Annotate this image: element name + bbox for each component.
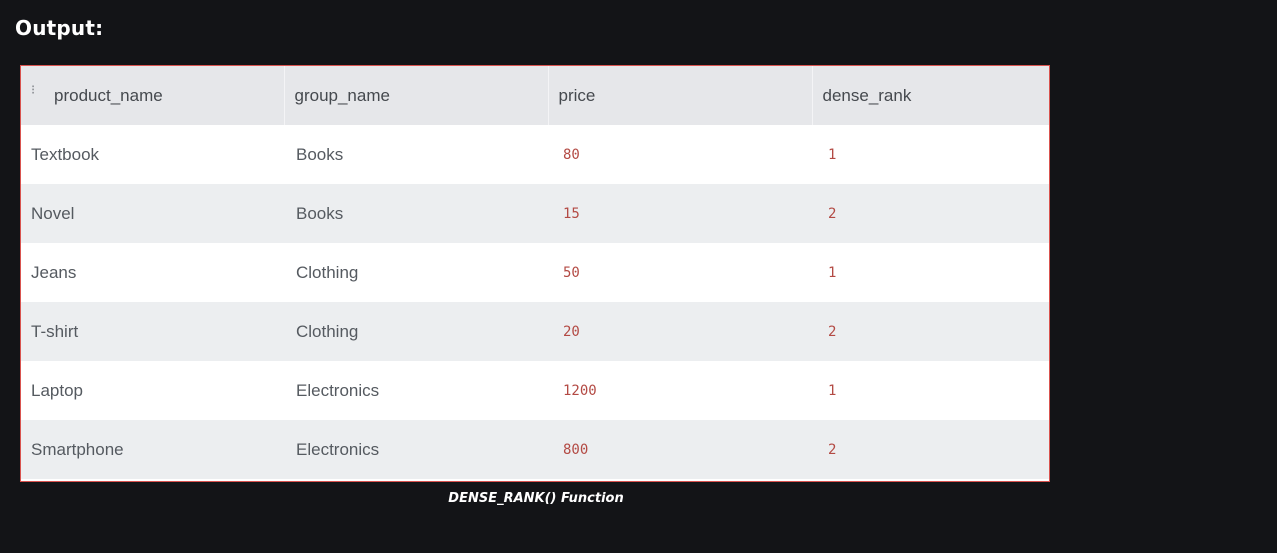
cell-product-name: Laptop bbox=[21, 361, 284, 420]
cell-dense-rank: 1 bbox=[812, 361, 1049, 420]
cell-group-name: Books bbox=[284, 184, 548, 243]
column-header-group-name[interactable]: group_name bbox=[284, 66, 549, 125]
cell-price: 1200 bbox=[548, 361, 812, 420]
cell-product-name: Jeans bbox=[21, 243, 284, 302]
cell-price: 800 bbox=[548, 420, 812, 479]
cell-dense-rank: 2 bbox=[812, 302, 1049, 361]
column-header-product-name[interactable]: ⁝ product_name bbox=[21, 66, 285, 125]
table-row: Novel Books 15 2 bbox=[21, 184, 1049, 243]
cell-product-name: Smartphone bbox=[21, 420, 284, 479]
table-row: Smartphone Electronics 800 2 bbox=[21, 420, 1049, 479]
figure-caption: DENSE_RANK() Function bbox=[448, 491, 624, 506]
column-grip-icon[interactable]: ⁝ bbox=[31, 81, 35, 97]
cell-group-name: Electronics bbox=[284, 420, 548, 479]
cell-group-name: Books bbox=[284, 125, 548, 184]
table-row: Jeans Clothing 50 1 bbox=[21, 243, 1049, 302]
column-header-label: group_name bbox=[294, 85, 390, 105]
result-table: ⁝ product_name group_name price dense_ran… bbox=[21, 66, 1049, 479]
cell-product-name: T-shirt bbox=[21, 302, 284, 361]
column-header-label: dense_rank bbox=[822, 85, 912, 105]
result-table-frame: ⁝ product_name group_name price dense_ran… bbox=[20, 65, 1050, 482]
cell-product-name: Textbook bbox=[21, 125, 284, 184]
cell-product-name: Novel bbox=[21, 184, 284, 243]
table-row: Textbook Books 80 1 bbox=[21, 125, 1049, 184]
table-header-row: ⁝ product_name group_name price dense_ran… bbox=[21, 66, 1049, 125]
column-header-label: product_name bbox=[54, 85, 163, 105]
cell-dense-rank: 2 bbox=[812, 420, 1049, 479]
cell-price: 15 bbox=[548, 184, 812, 243]
cell-group-name: Clothing bbox=[284, 243, 548, 302]
cell-dense-rank: 2 bbox=[812, 184, 1049, 243]
column-header-label: price bbox=[558, 85, 596, 105]
cell-price: 80 bbox=[548, 125, 812, 184]
table-row: T-shirt Clothing 20 2 bbox=[21, 302, 1049, 361]
table-row: Laptop Electronics 1200 1 bbox=[21, 361, 1049, 420]
column-header-price[interactable]: price bbox=[548, 66, 813, 125]
output-heading: Output: bbox=[15, 16, 104, 40]
cell-dense-rank: 1 bbox=[812, 243, 1049, 302]
column-header-dense-rank[interactable]: dense_rank bbox=[812, 66, 1049, 125]
cell-dense-rank: 1 bbox=[812, 125, 1049, 184]
cell-price: 20 bbox=[548, 302, 812, 361]
cell-group-name: Clothing bbox=[284, 302, 548, 361]
cell-price: 50 bbox=[548, 243, 812, 302]
cell-group-name: Electronics bbox=[284, 361, 548, 420]
